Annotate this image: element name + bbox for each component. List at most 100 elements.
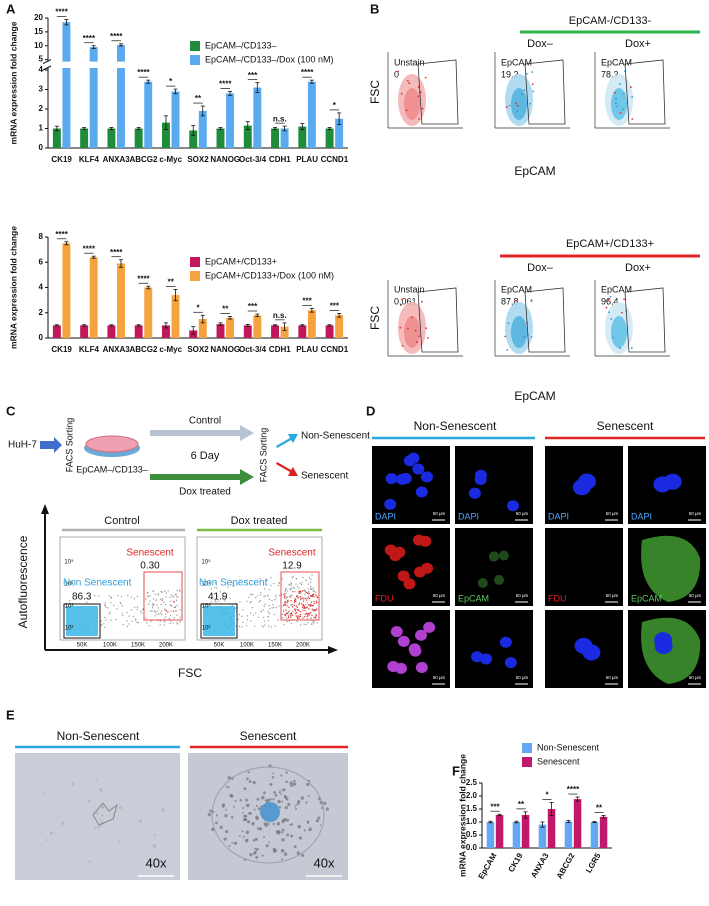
event-dot xyxy=(151,610,153,612)
event-dot xyxy=(260,610,262,612)
event-dot xyxy=(164,590,166,592)
event-dot xyxy=(94,595,96,597)
texture xyxy=(273,790,277,794)
event-dot xyxy=(136,621,138,624)
event-dot xyxy=(131,620,133,622)
event-dot xyxy=(164,618,166,621)
event-dot xyxy=(308,597,311,600)
event-dot xyxy=(235,602,237,604)
bar xyxy=(216,324,225,338)
y-tick-label: 10⁴ xyxy=(64,581,74,588)
event-dot xyxy=(301,581,303,584)
event-dot xyxy=(306,617,309,620)
event-dot xyxy=(296,620,298,622)
y-tick-label: 8 xyxy=(39,232,44,241)
event-dot xyxy=(291,576,293,579)
arrow xyxy=(40,437,62,453)
event-dot xyxy=(262,616,265,619)
event-dot xyxy=(298,615,301,617)
nucleus xyxy=(654,632,673,649)
event-dot xyxy=(313,602,316,604)
cell-dot xyxy=(615,102,617,104)
texture xyxy=(277,799,281,804)
texture xyxy=(246,777,249,780)
event-dot xyxy=(152,590,154,592)
event-dot xyxy=(160,591,162,593)
event-dot xyxy=(170,610,172,612)
texture xyxy=(290,834,294,838)
event-dot xyxy=(133,598,136,600)
event-dot xyxy=(246,615,248,617)
cell-dot xyxy=(607,298,610,301)
scale-bar-label: 50 μm xyxy=(516,593,529,598)
event-dot xyxy=(250,612,252,614)
condition-label: Dox treated xyxy=(179,487,231,498)
y-tick-label: 0.0 xyxy=(466,843,478,852)
event-dot xyxy=(109,611,111,613)
scale-bar-label: 50 μm xyxy=(433,675,446,680)
bar xyxy=(161,122,170,148)
event-dot xyxy=(314,609,316,611)
event-dot xyxy=(224,600,226,602)
event-dot xyxy=(161,598,164,600)
event-dot xyxy=(290,582,292,584)
cell-signal xyxy=(493,574,504,585)
texture xyxy=(255,815,259,819)
x-tick-label: 50K xyxy=(77,643,88,649)
event-dot xyxy=(310,587,312,589)
texture xyxy=(307,795,310,797)
event-dot xyxy=(214,600,216,602)
event-dot xyxy=(311,595,313,597)
event-dot xyxy=(148,603,150,605)
micrograph xyxy=(372,528,450,606)
texture xyxy=(263,822,267,826)
event-dot xyxy=(287,599,289,601)
texture xyxy=(254,837,258,841)
channel-label: DAPI xyxy=(631,511,652,521)
cell-dot xyxy=(622,108,625,111)
texture xyxy=(272,822,275,826)
event-dot xyxy=(264,595,266,597)
x-tick-label: CK19 xyxy=(507,851,525,874)
event-dot xyxy=(270,577,272,579)
cell-signal xyxy=(477,577,488,588)
event-dot xyxy=(290,583,292,585)
nucleus xyxy=(421,471,434,483)
event-dot xyxy=(154,610,156,612)
texture xyxy=(272,772,274,775)
texture xyxy=(300,796,305,800)
cell-dot xyxy=(504,298,506,301)
condition-label: Dox– xyxy=(527,38,554,50)
gate xyxy=(524,59,566,125)
cell-dot xyxy=(619,347,621,350)
event-dot xyxy=(288,584,291,586)
texture xyxy=(282,788,286,792)
event-dot xyxy=(291,594,293,596)
dish xyxy=(85,435,139,453)
event-dot xyxy=(308,614,310,616)
x-tick-label: ANXA3 xyxy=(103,345,131,354)
event-dot xyxy=(258,601,260,603)
event-dot xyxy=(132,615,135,618)
event-dot xyxy=(288,583,290,585)
cell-dot xyxy=(520,93,523,95)
texture xyxy=(297,799,301,804)
panel-label: E xyxy=(6,707,15,722)
texture xyxy=(242,811,244,814)
event-dot xyxy=(263,596,265,598)
event-dot xyxy=(316,622,318,624)
event-dot xyxy=(304,597,307,600)
bar xyxy=(62,22,71,148)
event-dot xyxy=(136,595,138,598)
bar xyxy=(298,325,307,338)
event-dot xyxy=(294,599,296,601)
x-tick-label: CDH1 xyxy=(269,345,291,354)
event-dot xyxy=(309,585,312,588)
texture xyxy=(290,784,293,787)
nucleus xyxy=(653,476,672,493)
y-tick-label: 1 xyxy=(39,124,44,133)
source-label: HuH-7 xyxy=(8,440,37,451)
event-dot xyxy=(268,598,271,601)
event-dot xyxy=(261,625,263,627)
event-dot xyxy=(126,625,128,628)
